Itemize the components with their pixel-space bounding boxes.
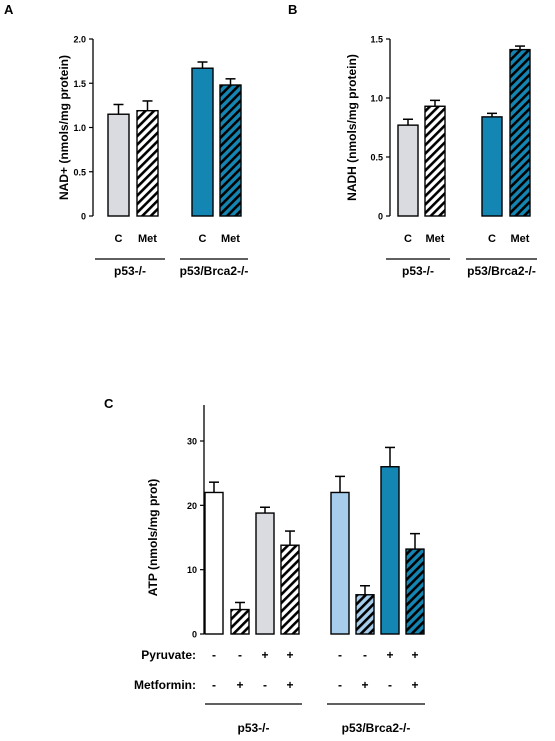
category-label: Met [138, 233, 157, 245]
y-tick-label: 1.5 [73, 79, 86, 89]
group-label: p53-/- [237, 721, 269, 735]
condition-sign: - [363, 648, 367, 662]
bar [481, 116, 503, 217]
y-tick-label: 1.0 [370, 94, 383, 104]
category-label: C [488, 233, 496, 245]
condition-sign: + [411, 678, 418, 692]
condition-sign: + [386, 648, 393, 662]
condition-sign: + [261, 648, 268, 662]
condition-sign: - [212, 678, 216, 692]
y-tick-label: 1.0 [73, 123, 86, 133]
bar [380, 466, 400, 635]
y-axis-label: NADH (nmols/mg protein) [345, 54, 359, 201]
condition-sign: - [338, 678, 342, 692]
row-label: Pyruvate: [141, 648, 196, 662]
panel-label-c: C [104, 396, 114, 411]
chart-c: 0 10 20 30 ATP (nmols/mg prot) Pyruvate: - - + + -… [134, 405, 425, 735]
y-tick-label: 10 [187, 565, 197, 575]
bar [509, 48, 531, 217]
bar [397, 124, 419, 217]
bar [424, 105, 446, 217]
bar [191, 67, 214, 217]
bar [405, 548, 425, 635]
y-tick-label: 30 [187, 437, 197, 447]
condition-sign: + [411, 648, 418, 662]
category-label: C [115, 233, 123, 245]
condition-sign: - [388, 678, 392, 692]
condition-sign: - [338, 648, 342, 662]
y-tick-label: 20 [187, 501, 197, 511]
condition-sign: + [286, 648, 293, 662]
panel-label-b: B [288, 2, 297, 17]
bar [355, 594, 375, 635]
group-label: p53-/- [402, 264, 434, 278]
bar [107, 113, 130, 217]
y-axis-label: NAD+ (nmols/mg protein) [57, 55, 71, 200]
bar [219, 84, 242, 217]
chart-b: 0 0.5 1.0 1.5 NADH (nmols/mg protein) C Met C Me… [345, 35, 537, 278]
condition-sign: - [263, 678, 267, 692]
y-tick-label: 0.5 [370, 153, 383, 163]
y-tick-label: 2.0 [73, 35, 86, 45]
bar [255, 512, 275, 635]
group-label: p53/Brca2-/- [342, 721, 411, 735]
condition-sign: + [286, 678, 293, 692]
category-label: Met [426, 233, 445, 245]
bar [280, 544, 300, 635]
y-tick-label: 0 [378, 212, 383, 222]
condition-sign: + [236, 678, 243, 692]
condition-sign: - [238, 648, 242, 662]
condition-sign: - [212, 648, 216, 662]
group-label: p53-/- [114, 264, 146, 278]
row-label: Metformin: [134, 678, 196, 692]
group-label: p53/Brca2-/- [467, 264, 536, 278]
bar [330, 491, 350, 635]
y-tick-label: 0 [192, 630, 197, 640]
category-label: C [404, 233, 412, 245]
category-label: C [199, 233, 207, 245]
y-tick-label: 0 [81, 212, 86, 222]
condition-sign: + [361, 678, 368, 692]
group-label: p53/Brca2-/- [180, 264, 249, 278]
bar [136, 109, 159, 217]
category-label: Met [511, 233, 530, 245]
panel-label-a: A [4, 2, 14, 17]
category-label: Met [221, 233, 240, 245]
y-tick-label: 0.5 [73, 167, 86, 177]
bar [204, 491, 224, 635]
y-tick-label: 1.5 [370, 35, 383, 45]
y-axis-label: ATP (nmols/mg prot) [146, 479, 160, 597]
bar [230, 608, 250, 635]
